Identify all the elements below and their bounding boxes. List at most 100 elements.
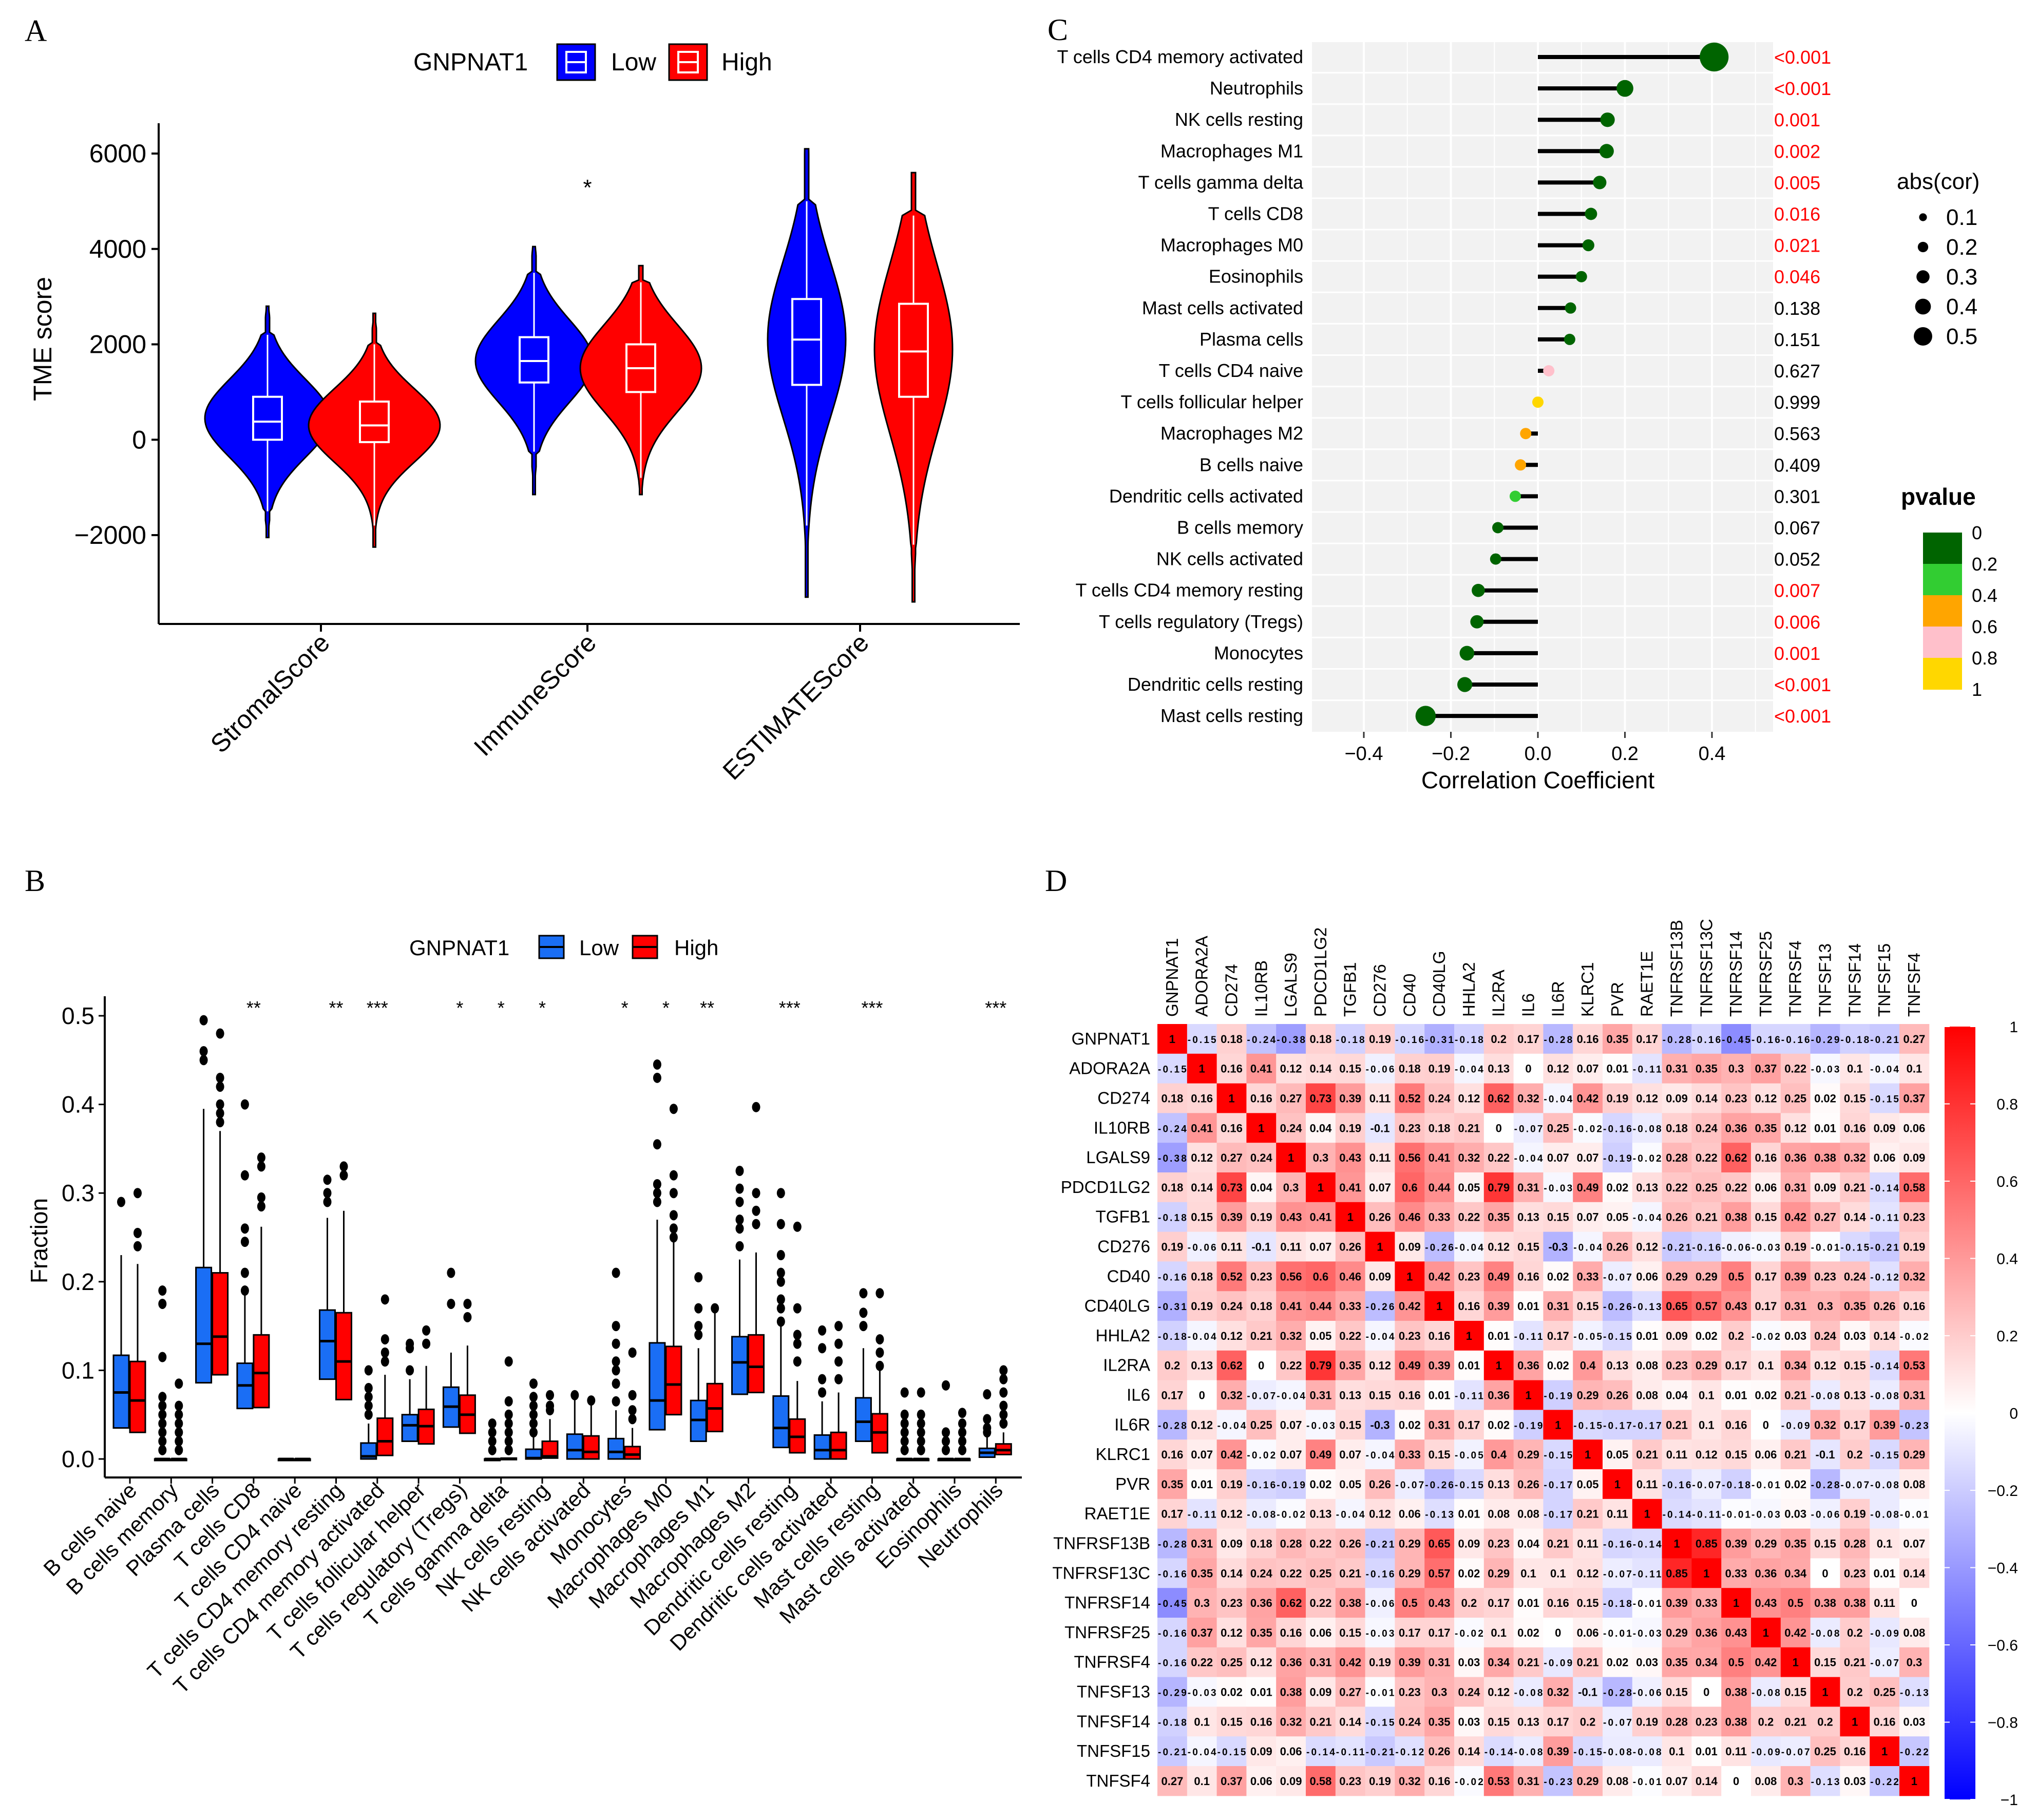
heatmap-cell xyxy=(1483,1261,1514,1292)
heatmap-cell xyxy=(1899,1677,1930,1707)
outlier-point xyxy=(999,1365,1008,1376)
heatmap-cell-value: -0.18 xyxy=(1158,1213,1187,1224)
heatmap-cell-value: 0.19 xyxy=(1191,1300,1213,1313)
heatmap-cell xyxy=(1691,1291,1722,1321)
heatmap-cell-value: -0.09 xyxy=(1870,1628,1899,1639)
heatmap-cell xyxy=(1187,1350,1217,1381)
heatmap-cell-value: 0.5 xyxy=(1728,1270,1744,1283)
heatmap-cell xyxy=(1632,1677,1663,1707)
heatmap-cell xyxy=(1276,1439,1306,1470)
heatmap-cell xyxy=(1246,1350,1277,1381)
outlier-point xyxy=(793,1330,802,1340)
heatmap-cell-value: 0.15 xyxy=(1339,1418,1361,1431)
heatmap-cell xyxy=(1632,1172,1663,1203)
heatmap-cell xyxy=(1513,1647,1544,1678)
size-legend-label: 0.2 xyxy=(1946,235,1977,260)
heatmap-cell xyxy=(1662,1172,1692,1203)
heatmap-cell-value: 0.12 xyxy=(1636,1241,1658,1254)
heatmap-cell-value: 0.85 xyxy=(1666,1567,1688,1580)
heatmap-cell xyxy=(1603,1469,1633,1500)
box-high xyxy=(748,1102,765,1394)
heatmap-cell xyxy=(1187,1439,1217,1470)
heatmap-cell-value: 0.08 xyxy=(1488,1508,1510,1521)
heatmap-cell-value: 0.39 xyxy=(1339,1092,1361,1105)
heatmap-cell-value: 0.01 xyxy=(1429,1389,1451,1402)
heatmap-cell xyxy=(1157,1707,1188,1737)
heatmap-cell-value: -0.28 xyxy=(1544,1035,1572,1046)
outlier-point xyxy=(776,1219,785,1229)
heatmap-cell xyxy=(1276,1677,1306,1707)
heatmap-cell xyxy=(1187,1202,1217,1233)
heatmap-cell xyxy=(1157,1588,1188,1618)
heatmap-cell xyxy=(1780,1083,1811,1113)
heatmap-cell-value: 0.3 xyxy=(1907,1656,1922,1669)
heatmap-cell xyxy=(1276,1113,1306,1143)
heatmap-cell xyxy=(1780,1766,1811,1796)
heatmap-cell-value: 0.38 xyxy=(1725,1211,1747,1224)
heatmap-cell xyxy=(1424,1647,1455,1678)
heatmap-cell-value: 0.29 xyxy=(1399,1538,1421,1550)
heatmap-cell-value: 0.31 xyxy=(1309,1389,1331,1402)
heatmap-cell-value: 0.42 xyxy=(1784,1211,1806,1224)
heatmap-cell xyxy=(1454,1321,1484,1351)
heatmap-cell-value: 0.04 xyxy=(1250,1181,1273,1194)
outlier-point xyxy=(653,1197,661,1207)
heatmap-cell xyxy=(1691,1053,1722,1084)
heatmap-cell xyxy=(1840,1410,1870,1440)
heatmap-cell xyxy=(1335,1321,1366,1351)
box-body xyxy=(376,1417,394,1456)
heatmap-cell xyxy=(1365,1647,1395,1678)
heatmap-cell-value: 0.18 xyxy=(1161,1181,1183,1194)
heatmap-cell xyxy=(1365,1024,1395,1054)
heatmap-cell-value: 0.21 xyxy=(1250,1330,1272,1342)
row-label: T cells CD4 naive xyxy=(1159,360,1303,381)
heatmap-cell-value: 0.08 xyxy=(1636,1389,1658,1402)
heatmap-cell-value: -0.07 xyxy=(1603,1569,1632,1580)
heatmap-cell xyxy=(1899,1261,1930,1292)
heatmap-cell xyxy=(1751,1350,1781,1381)
heatmap-cell xyxy=(1780,1053,1811,1084)
heatmap-cell xyxy=(1365,1083,1395,1113)
pvalue-label: 0.627 xyxy=(1774,361,1820,382)
heatmap-cell xyxy=(1246,1261,1277,1292)
heatmap-cell-value: 0.14 xyxy=(1696,1092,1718,1105)
heatmap-cell xyxy=(1573,1053,1603,1084)
heatmap-cell xyxy=(1632,1231,1663,1262)
heatmap-cell-value: 0.21 xyxy=(1577,1508,1599,1521)
violin-box xyxy=(359,400,390,443)
heatmap-cell-value: 0.11 xyxy=(1607,1508,1628,1521)
box-high xyxy=(417,1325,435,1445)
heatmap-cell-value: 0.17 xyxy=(1755,1300,1777,1313)
heatmap-cell xyxy=(1721,1350,1752,1381)
heatmap-cell xyxy=(1365,1766,1395,1796)
outlier-point xyxy=(216,1072,224,1083)
colorbar-label: −0.6 xyxy=(1988,1637,2018,1654)
heatmap-cell xyxy=(1365,1261,1395,1292)
heatmap-cell xyxy=(1691,1113,1722,1143)
lollipop-dot xyxy=(1457,677,1473,692)
heatmap-cell xyxy=(1246,1707,1277,1737)
heatmap-cell xyxy=(1573,1439,1603,1470)
heatmap-cell xyxy=(1306,1469,1336,1500)
heatmap-cell xyxy=(1335,1528,1366,1559)
heatmap-cell-value: 0.25 xyxy=(1309,1567,1331,1580)
colorbar-label: 0.4 xyxy=(1996,1251,2018,1268)
heatmap-cell-value: 0.32 xyxy=(1814,1418,1836,1431)
heatmap-cell xyxy=(1483,1707,1514,1737)
heatmap-cell-value: 0.22 xyxy=(1339,1330,1361,1342)
heatmap-cell xyxy=(1483,1083,1514,1113)
heatmap-cell xyxy=(1840,1766,1870,1796)
row-label: CD40LG xyxy=(1084,1296,1150,1315)
outlier-point xyxy=(134,1241,142,1252)
outlier-point xyxy=(776,1267,785,1278)
row-label: GNPNAT1 xyxy=(1072,1029,1150,1048)
heatmap-cell xyxy=(1721,1558,1752,1588)
heatmap-cell xyxy=(1662,1707,1692,1737)
heatmap-cell-value: 0.06 xyxy=(1309,1626,1331,1639)
heatmap-cell-value: 0.17 xyxy=(1488,1597,1510,1609)
heatmap-cell-value: 0.18 xyxy=(1250,1538,1272,1550)
heatmap-cell-value: 1 xyxy=(1822,1686,1828,1699)
heatmap-cell xyxy=(1424,1053,1455,1084)
heatmap-cell-value: 0.23 xyxy=(1903,1211,1925,1224)
heatmap-cell xyxy=(1395,1261,1425,1292)
